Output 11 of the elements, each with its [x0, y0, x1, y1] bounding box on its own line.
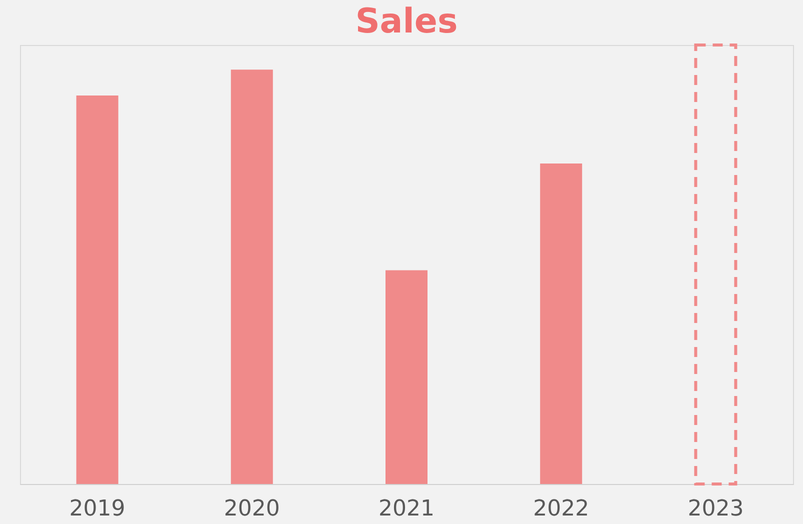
- bar: [76, 95, 118, 484]
- x-tick-label: 2020: [224, 496, 280, 522]
- bar: [230, 70, 273, 484]
- x-tick-label: 2023: [688, 496, 744, 522]
- x-tick-label: 2022: [533, 496, 590, 522]
- bar: [386, 270, 428, 484]
- bar: [694, 44, 738, 486]
- chart-title: Sales: [355, 2, 458, 42]
- x-tick-label: 2019: [69, 496, 126, 522]
- x-tick-label: 2021: [378, 496, 434, 522]
- bar: [540, 164, 582, 484]
